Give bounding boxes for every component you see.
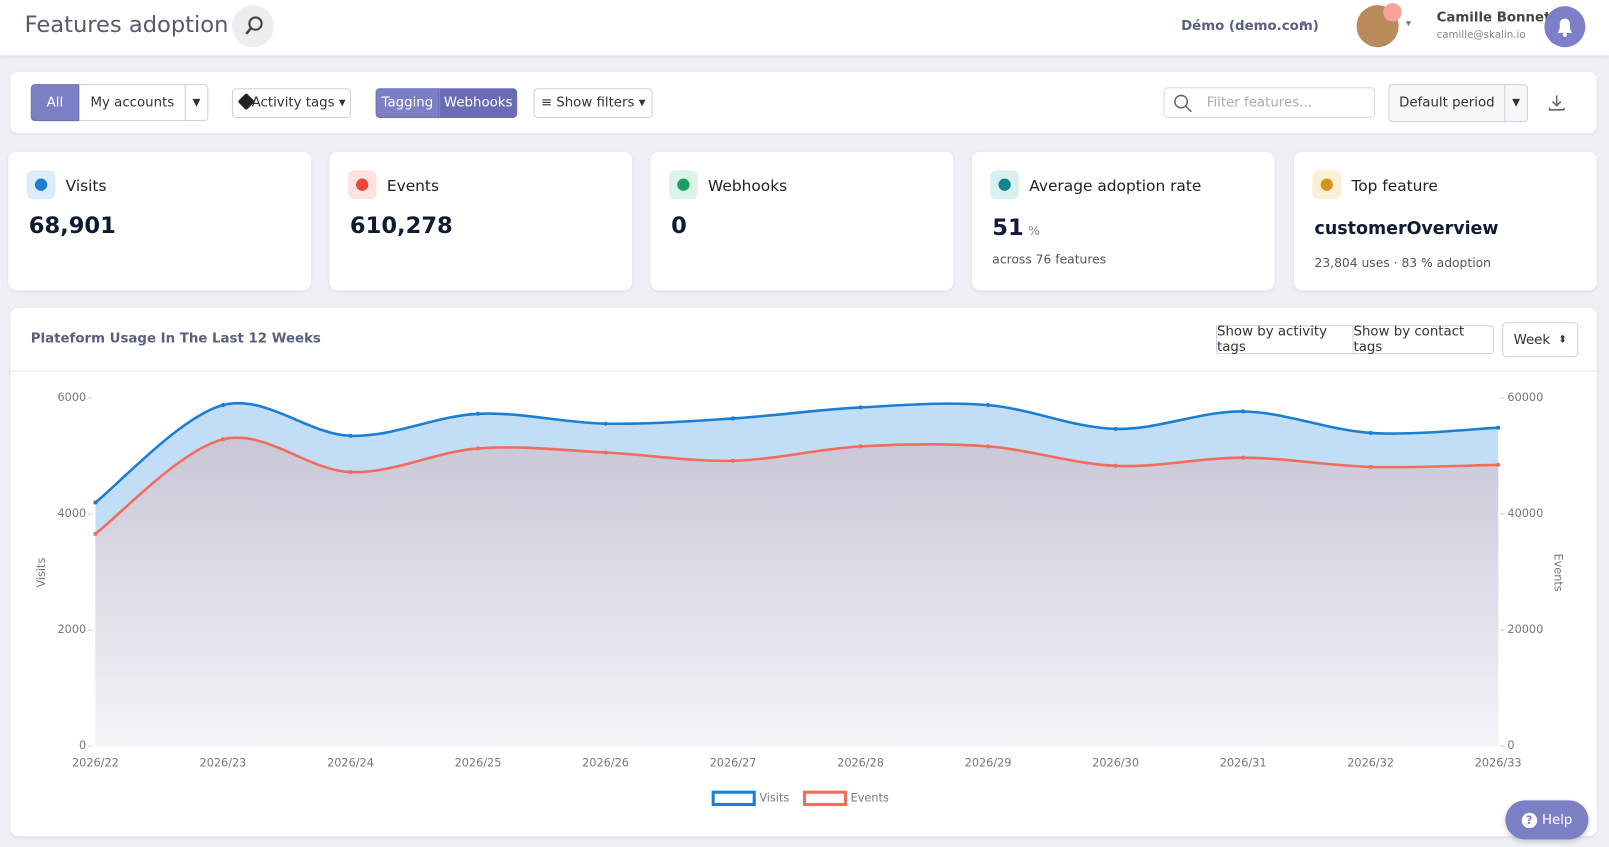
- mode-tagging[interactable]: Tagging: [375, 88, 440, 119]
- card-value: 68,901: [28, 213, 116, 240]
- activity-tags[interactable]: Activity tags ▾: [231, 88, 351, 119]
- card-value: 0: [671, 213, 687, 240]
- card-icon-glyph: [998, 178, 1011, 191]
- show-filters-label: Show filters: [556, 95, 635, 111]
- card-icon-glyph: [1320, 178, 1333, 191]
- mode-webhooks[interactable]: Webhooks: [439, 88, 518, 119]
- card-icon: [26, 170, 56, 200]
- search-icon: [245, 16, 263, 35]
- user-email: camille@skalin.io: [1436, 29, 1526, 42]
- user-name: Camille Bonnet: [1436, 10, 1551, 26]
- download-button[interactable]: [1546, 92, 1567, 113]
- stat-card: [971, 151, 1275, 291]
- card-label: Top feature: [1351, 176, 1438, 195]
- show-by-activity-tags[interactable]: Show by activity tags: [1215, 324, 1354, 355]
- workspace-caret: ▾: [1301, 18, 1307, 30]
- avatar-badge: [1383, 3, 1402, 22]
- page-title: Features adoption: [24, 12, 229, 38]
- search-input[interactable]: Filter features...: [1163, 87, 1376, 119]
- card-icon: [347, 170, 377, 200]
- granularity-select[interactable]: Week ⬍: [1502, 322, 1579, 358]
- card-unit: %: [1028, 223, 1040, 239]
- granularity-label: Week: [1513, 331, 1551, 348]
- card-icon: [669, 170, 698, 200]
- granularity-caret: ⬍: [1558, 334, 1567, 346]
- card-note: across 76 features: [992, 252, 1107, 267]
- period-dropdown[interactable]: ▼: [1504, 84, 1528, 123]
- show-filters[interactable]: ≡ Show filters ▾: [533, 88, 653, 119]
- period-selector[interactable]: Default period: [1388, 84, 1506, 123]
- card-label: Visits: [65, 176, 107, 195]
- help-label: Help: [1541, 812, 1573, 828]
- search-input-icon: [1174, 94, 1192, 113]
- chart-panel: [10, 307, 1597, 837]
- card-icon-glyph: [356, 178, 369, 191]
- avatar-caret: ▾: [1405, 18, 1411, 30]
- card-label: Webhooks: [708, 176, 788, 195]
- help-button[interactable]: ? Help: [1505, 800, 1589, 840]
- card-note: 23,804 uses · 83 % adoption: [1314, 255, 1491, 270]
- card-value: 51: [992, 215, 1024, 242]
- stat-card: [650, 151, 954, 291]
- scope-my-accounts[interactable]: My accounts: [79, 84, 186, 122]
- notifications[interactable]: [1544, 6, 1586, 48]
- activity-tags-label: Activity tags: [251, 95, 335, 111]
- card-icon-glyph: [34, 178, 48, 191]
- card-value: 610,278: [349, 213, 453, 240]
- stat-card: [1293, 151, 1597, 291]
- scope-dropdown[interactable]: ▼: [184, 84, 209, 122]
- chart-panel-title: Plateform Usage In The Last 12 Weeks: [30, 331, 321, 347]
- workspace-selector[interactable]: Démo (demo.com): [1181, 18, 1319, 34]
- scope-all[interactable]: All: [30, 84, 80, 122]
- card-value: customerOverview: [1314, 218, 1499, 240]
- panel-divider: [10, 370, 1597, 372]
- search-placeholder: Filter features...: [1206, 95, 1312, 111]
- stat-card: [8, 151, 311, 291]
- card-icon: [1312, 170, 1342, 200]
- card-label: Events: [386, 176, 439, 195]
- show-by-contact-tags[interactable]: Show by contact tags: [1352, 324, 1495, 355]
- bell-icon: [1557, 18, 1573, 37]
- search-button[interactable]: [231, 5, 274, 48]
- stat-card: [329, 151, 633, 291]
- card-label: Average adoption rate: [1029, 176, 1202, 195]
- card-icon-glyph: [677, 178, 690, 191]
- help-icon: ?: [1521, 812, 1537, 828]
- card-icon: [990, 170, 1019, 200]
